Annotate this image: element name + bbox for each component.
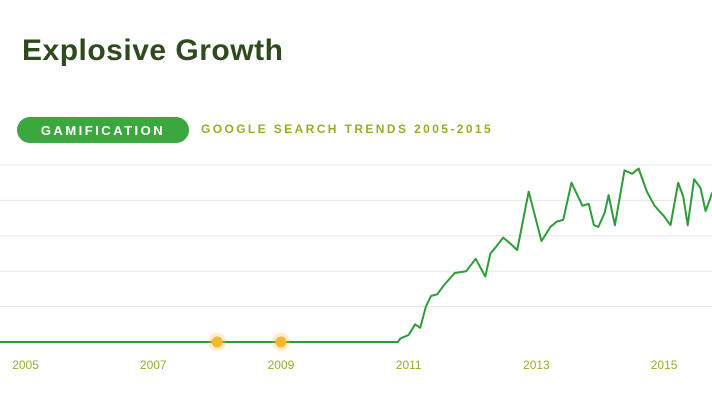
event-marker-dot bbox=[275, 336, 287, 348]
x-tick-label: 2013 bbox=[523, 358, 550, 372]
topic-badge: GAMIFICATION bbox=[17, 117, 189, 143]
series-line bbox=[0, 167, 712, 343]
event-marker bbox=[208, 333, 227, 351]
chart-gridlines bbox=[0, 164, 712, 308]
x-tick-label: 2011 bbox=[396, 358, 422, 372]
event-marker-dot bbox=[211, 336, 223, 348]
page-title: Explosive Growth bbox=[22, 34, 284, 67]
x-tick-label: 2015 bbox=[651, 358, 678, 372]
x-tick-label: 2009 bbox=[268, 358, 295, 372]
chart-markers bbox=[208, 333, 290, 351]
chart-series bbox=[0, 167, 712, 343]
x-tick-label: 2007 bbox=[140, 358, 167, 372]
event-marker bbox=[271, 333, 290, 351]
chart-subtitle: GOOGLE SEARCH TRENDS 2005-2015 bbox=[201, 122, 494, 136]
x-tick-label: 2005 bbox=[12, 358, 39, 372]
x-axis-ticks: 2005 2007 2009 2011 2013 2015 bbox=[12, 358, 678, 372]
